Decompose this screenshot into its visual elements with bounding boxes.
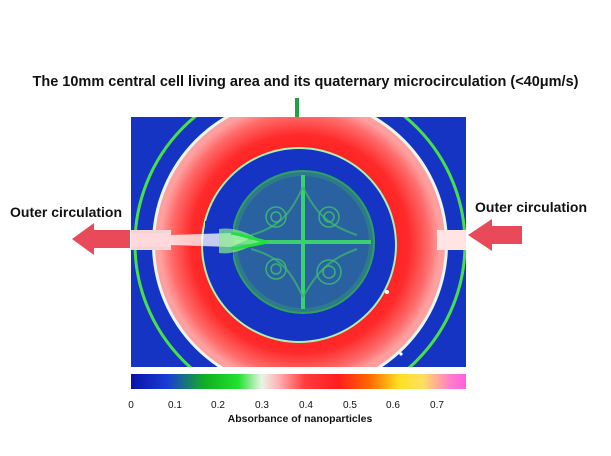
colorbar-tick-label: 0.1 [168, 400, 182, 411]
colorbar-tick-label: 0.4 [299, 400, 313, 411]
figure-title: The 10mm central cell living area and it… [32, 74, 579, 90]
colorbar [131, 374, 466, 389]
absorbance-map [131, 117, 466, 367]
colorbar-tick-label: 0.3 [255, 400, 269, 411]
colorbar-tick-label: 0.6 [386, 400, 400, 411]
colorbar-tick-label: 0.2 [211, 400, 225, 411]
right-flow-arrow [468, 219, 522, 251]
colorbar-tick-label: 0 [128, 400, 134, 411]
outer-circulation-label-right: Outer circulation [475, 199, 588, 215]
outer-circulation-label-left: Outer circulation [10, 204, 123, 220]
colorbar-axis-label: Absorbance of nanoparticles [227, 413, 373, 425]
left-flow-arrow [72, 223, 130, 255]
colorbar-tick-label: 0.5 [343, 400, 357, 411]
colorbar-tick-label: 0.7 [430, 400, 444, 411]
